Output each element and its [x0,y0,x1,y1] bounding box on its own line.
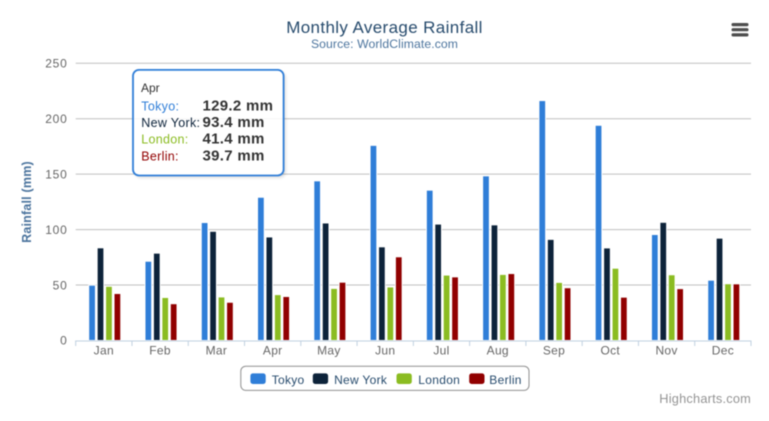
svg-text:150: 150 [45,167,67,181]
svg-text:50: 50 [53,278,68,292]
svg-text:250: 250 [45,57,67,71]
svg-text:Jan: Jan [94,344,114,358]
svg-text:Berlin: Berlin [489,373,521,387]
svg-text:41.4 mm: 41.4 mm [203,130,265,147]
svg-text:Apr: Apr [263,344,283,358]
svg-text:Highcharts.com: Highcharts.com [659,391,751,406]
svg-text:39.7 mm: 39.7 mm [203,148,265,165]
svg-text:Feb: Feb [149,344,171,358]
svg-text:100: 100 [45,223,67,237]
svg-text:Mar: Mar [206,344,228,358]
svg-text:May: May [317,344,341,358]
svg-text:Aug: Aug [487,344,509,358]
svg-text:Source: WorldClimate.com: Source: WorldClimate.com [311,37,458,51]
svg-text:Tokyo:: Tokyo: [141,99,179,113]
svg-text:Nov: Nov [655,344,677,358]
svg-text:London:: London: [141,132,188,146]
svg-text:New York: New York [334,373,388,387]
svg-text:200: 200 [45,112,67,126]
svg-text:93.4 mm: 93.4 mm [203,114,265,131]
svg-text:Berlin:: Berlin: [141,150,179,164]
svg-text:129.2 mm: 129.2 mm [203,97,274,114]
svg-text:Sep: Sep [543,344,565,358]
svg-text:Rainfall (mm): Rainfall (mm) [20,161,34,243]
svg-text:Dec: Dec [712,344,734,358]
svg-text:Jul: Jul [433,344,449,358]
svg-text:Tokyo: Tokyo [272,373,305,387]
svg-text:Monthly Average Rainfall: Monthly Average Rainfall [286,18,483,37]
svg-text:Oct: Oct [601,344,621,358]
svg-text:New York:: New York: [141,116,200,130]
svg-text:Jun: Jun [375,344,395,358]
svg-text:0: 0 [60,334,67,348]
svg-text:Apr: Apr [141,81,160,95]
svg-text:London: London [418,373,460,387]
